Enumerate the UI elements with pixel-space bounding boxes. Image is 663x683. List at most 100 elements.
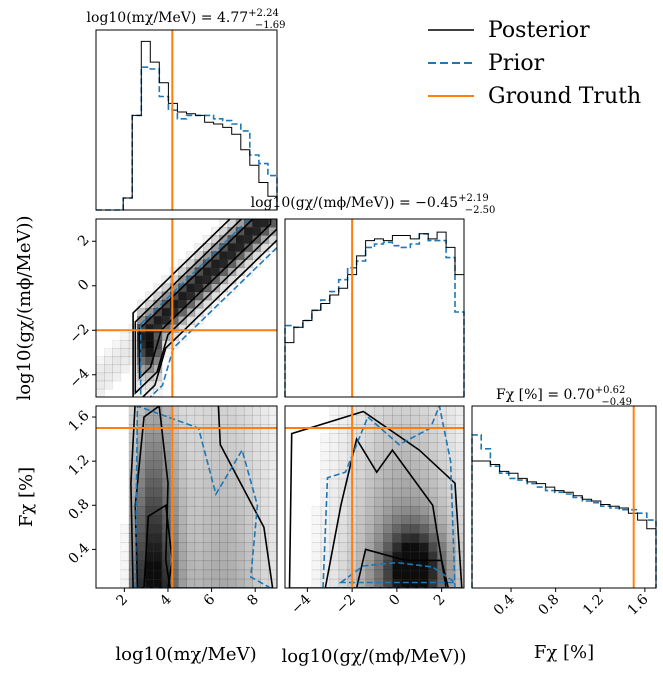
panel-fchi-vs-logm <box>95 405 278 589</box>
density-cell <box>374 515 384 525</box>
density-cell <box>153 560 163 571</box>
density-cell <box>260 478 270 489</box>
density-cell <box>428 487 438 498</box>
density-cell <box>103 356 113 366</box>
density-cell <box>178 451 188 462</box>
density-cell <box>260 496 270 507</box>
density-cell <box>243 414 253 425</box>
density-cell <box>202 533 212 544</box>
density-cell <box>454 569 464 580</box>
density-cell <box>338 406 349 416</box>
density-cell <box>365 551 376 562</box>
density-cell <box>410 478 420 489</box>
prior-contour <box>134 406 273 588</box>
density-cell <box>186 505 196 516</box>
density-cell <box>136 487 146 498</box>
density-cell <box>401 505 411 516</box>
x-tick-label: −4 <box>288 591 314 617</box>
density-cell <box>419 451 429 462</box>
density-cell <box>194 496 204 507</box>
density-cell <box>136 406 146 416</box>
density-cell <box>329 551 340 562</box>
density-cell <box>145 442 155 452</box>
posterior-contour <box>134 219 277 395</box>
panel-fchi-hist: Fχ [%] = 0.70+0.62 −0.49 <box>471 385 657 589</box>
density-cell <box>227 551 237 562</box>
density-cell <box>454 460 464 471</box>
posterior-contour <box>132 219 277 397</box>
density-cell <box>374 487 384 498</box>
density-cell <box>383 442 393 452</box>
density-cell <box>227 243 237 252</box>
density-cell <box>169 299 179 309</box>
density-cell <box>392 569 402 580</box>
density-cell <box>374 524 384 534</box>
density-cell <box>153 542 163 553</box>
density-cell <box>219 533 229 544</box>
density-cell <box>219 578 229 588</box>
density-cell <box>356 414 367 425</box>
density-cell <box>268 460 277 471</box>
density-cell <box>235 496 245 507</box>
density-cell <box>186 569 196 580</box>
density-cell <box>392 533 402 544</box>
density-cell <box>243 226 253 236</box>
posterior-contour <box>288 410 463 588</box>
density-cell <box>436 496 447 507</box>
density-cell <box>145 340 155 349</box>
density-cell <box>356 460 367 471</box>
density-cell <box>112 340 122 349</box>
density-cell <box>445 414 456 425</box>
density-cell <box>329 433 340 443</box>
density-cell <box>243 442 253 452</box>
density-cell <box>410 569 420 580</box>
density-cell <box>374 406 384 416</box>
x-tick-label: 1.6 <box>625 591 652 618</box>
panel-title-logg: log10(gχ/(mϕ/MeV)) = −0.45+2.19 −2.50 <box>251 193 496 216</box>
density-cell <box>392 496 402 507</box>
density-cell <box>210 406 220 416</box>
density-cell <box>202 487 212 498</box>
density-cell <box>235 505 245 516</box>
density-cell <box>260 551 270 562</box>
density-cell <box>161 442 171 452</box>
density-cell <box>338 478 349 489</box>
density-cell <box>227 406 237 416</box>
density-cell <box>210 524 220 534</box>
density-cell <box>419 478 429 489</box>
density-cell <box>356 515 367 525</box>
density-cell <box>194 487 204 498</box>
density-cell <box>383 524 393 534</box>
density-cell <box>202 406 212 416</box>
density-cell <box>120 524 130 534</box>
density-cell <box>392 578 402 588</box>
density-cell <box>365 505 376 516</box>
density-cell <box>194 406 204 416</box>
density-cell <box>252 533 262 544</box>
density-cell <box>219 219 229 228</box>
density-cell <box>136 560 146 571</box>
density-cell <box>383 515 393 525</box>
density-cell <box>320 460 331 471</box>
density-cell <box>128 414 138 425</box>
density-cell <box>356 487 367 498</box>
density-cell <box>145 451 155 462</box>
density-cell <box>419 442 429 452</box>
density-cell <box>445 406 456 416</box>
density-cell <box>401 560 411 571</box>
density-cell <box>178 460 188 471</box>
density-cell <box>194 524 204 534</box>
density-cell <box>210 259 220 269</box>
density-cell <box>153 460 163 471</box>
density-cell <box>186 433 196 443</box>
density-cell <box>445 551 456 562</box>
density-cell <box>454 406 464 416</box>
density-cell <box>365 533 376 544</box>
density-cell <box>210 533 220 544</box>
density-cell <box>268 478 277 489</box>
prior-contour <box>338 561 458 584</box>
density-cell <box>96 356 105 366</box>
density-cell <box>227 487 237 498</box>
density-cell <box>153 433 163 443</box>
